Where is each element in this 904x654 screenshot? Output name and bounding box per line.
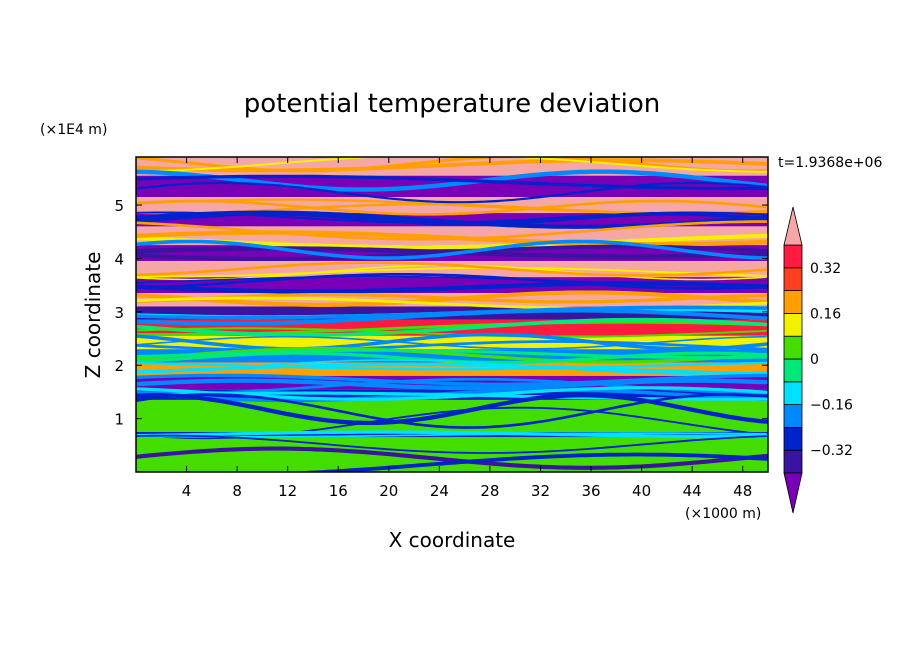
colorbar-label: 0 (810, 352, 819, 368)
x-tick-label: 40 (632, 482, 651, 500)
contour-field (136, 157, 768, 472)
y-tick-label: 2 (114, 357, 124, 375)
contour-streak (136, 393, 768, 426)
colorbar-label: 0.32 (810, 261, 841, 277)
contour-streak (136, 362, 768, 376)
colorbar-swatch (783, 290, 803, 314)
contour-streak (136, 261, 768, 277)
x-tick-label: 4 (182, 482, 192, 500)
contour-streak (136, 361, 768, 371)
contour-streak (136, 378, 768, 391)
colorbar-label: −0.32 (810, 443, 853, 459)
contour-streak (136, 181, 768, 204)
contour-streak (136, 266, 767, 278)
contour-streak (136, 332, 768, 351)
x-tick-label: 12 (278, 482, 297, 500)
colorbar-label: 0.16 (810, 306, 841, 322)
contour-streak (136, 373, 768, 386)
contour-streak (136, 199, 768, 216)
colorbar-swatch (783, 381, 803, 405)
x-axis: 4 8 12 16 20 24 28 32 36 40 44 48 (182, 157, 752, 500)
x-tick-label: 36 (581, 482, 600, 500)
colorbar-over-triangle (783, 206, 803, 246)
contour-streak (136, 273, 768, 290)
contour-streak (136, 434, 767, 454)
contour-streak (136, 446, 768, 470)
y-tick-label: 5 (114, 197, 124, 215)
contour-streak (136, 393, 768, 429)
colorbar-swatch (783, 244, 803, 269)
contour-streak (136, 281, 768, 294)
colorbar-swatch (783, 358, 803, 383)
contour-streak (136, 335, 767, 350)
contour-streak (136, 158, 768, 173)
colorbar-label: −0.16 (810, 398, 853, 414)
contour-streak (136, 211, 767, 224)
y-axis-label: Z coordinate (81, 252, 105, 379)
contour-streak (136, 174, 768, 191)
y-tick-label: 3 (114, 304, 124, 322)
contour-streak (136, 317, 768, 337)
y-axis: 1 2 3 4 5 (114, 197, 768, 429)
x-tick-label: 24 (430, 482, 449, 500)
colorbar-swatch (783, 267, 803, 291)
contour-streak (136, 348, 768, 360)
contour-streak (136, 239, 768, 260)
contour-streak (136, 169, 768, 192)
x-tick-label: 16 (329, 482, 348, 500)
colorbar: 0.32 0.16 0 −0.16 −0.32 (783, 206, 853, 514)
plot-frame (135, 156, 769, 473)
colorbar-swatch (783, 449, 803, 474)
x-tick-label: 8 (232, 482, 242, 500)
y-unit-label: (×1E4 m) (40, 122, 107, 138)
contour-band (136, 175, 768, 198)
colorbar-swatch (783, 426, 803, 451)
x-tick-label: 48 (733, 482, 752, 500)
contour-streak (136, 432, 767, 438)
chart-title: potential temperature deviation (244, 89, 660, 119)
colorbar-swatch (783, 312, 803, 337)
x-unit-label: (×1000 m) (685, 506, 761, 522)
contour-streak (136, 157, 768, 173)
contour-streak (136, 452, 768, 472)
x-tick-label: 32 (531, 482, 550, 500)
colorbar-swatch (783, 335, 803, 360)
x-tick-label: 44 (683, 482, 702, 500)
contour-streak (136, 347, 768, 364)
contour-streak (136, 340, 768, 352)
contour-streak (136, 308, 768, 326)
time-label: t=1.9368e+06 (778, 155, 882, 171)
y-tick-label: 1 (114, 411, 124, 429)
colorbar-under-triangle (783, 472, 803, 514)
contour-streak (136, 432, 767, 439)
contour-band (136, 277, 768, 294)
x-tick-label: 28 (480, 482, 499, 500)
x-axis-label: X coordinate (389, 528, 516, 552)
contour-streak (136, 230, 768, 247)
contour-streak (136, 157, 767, 173)
x-tick-label: 20 (379, 482, 398, 500)
y-tick-label: 4 (114, 250, 124, 268)
colorbar-swatch (783, 404, 803, 428)
